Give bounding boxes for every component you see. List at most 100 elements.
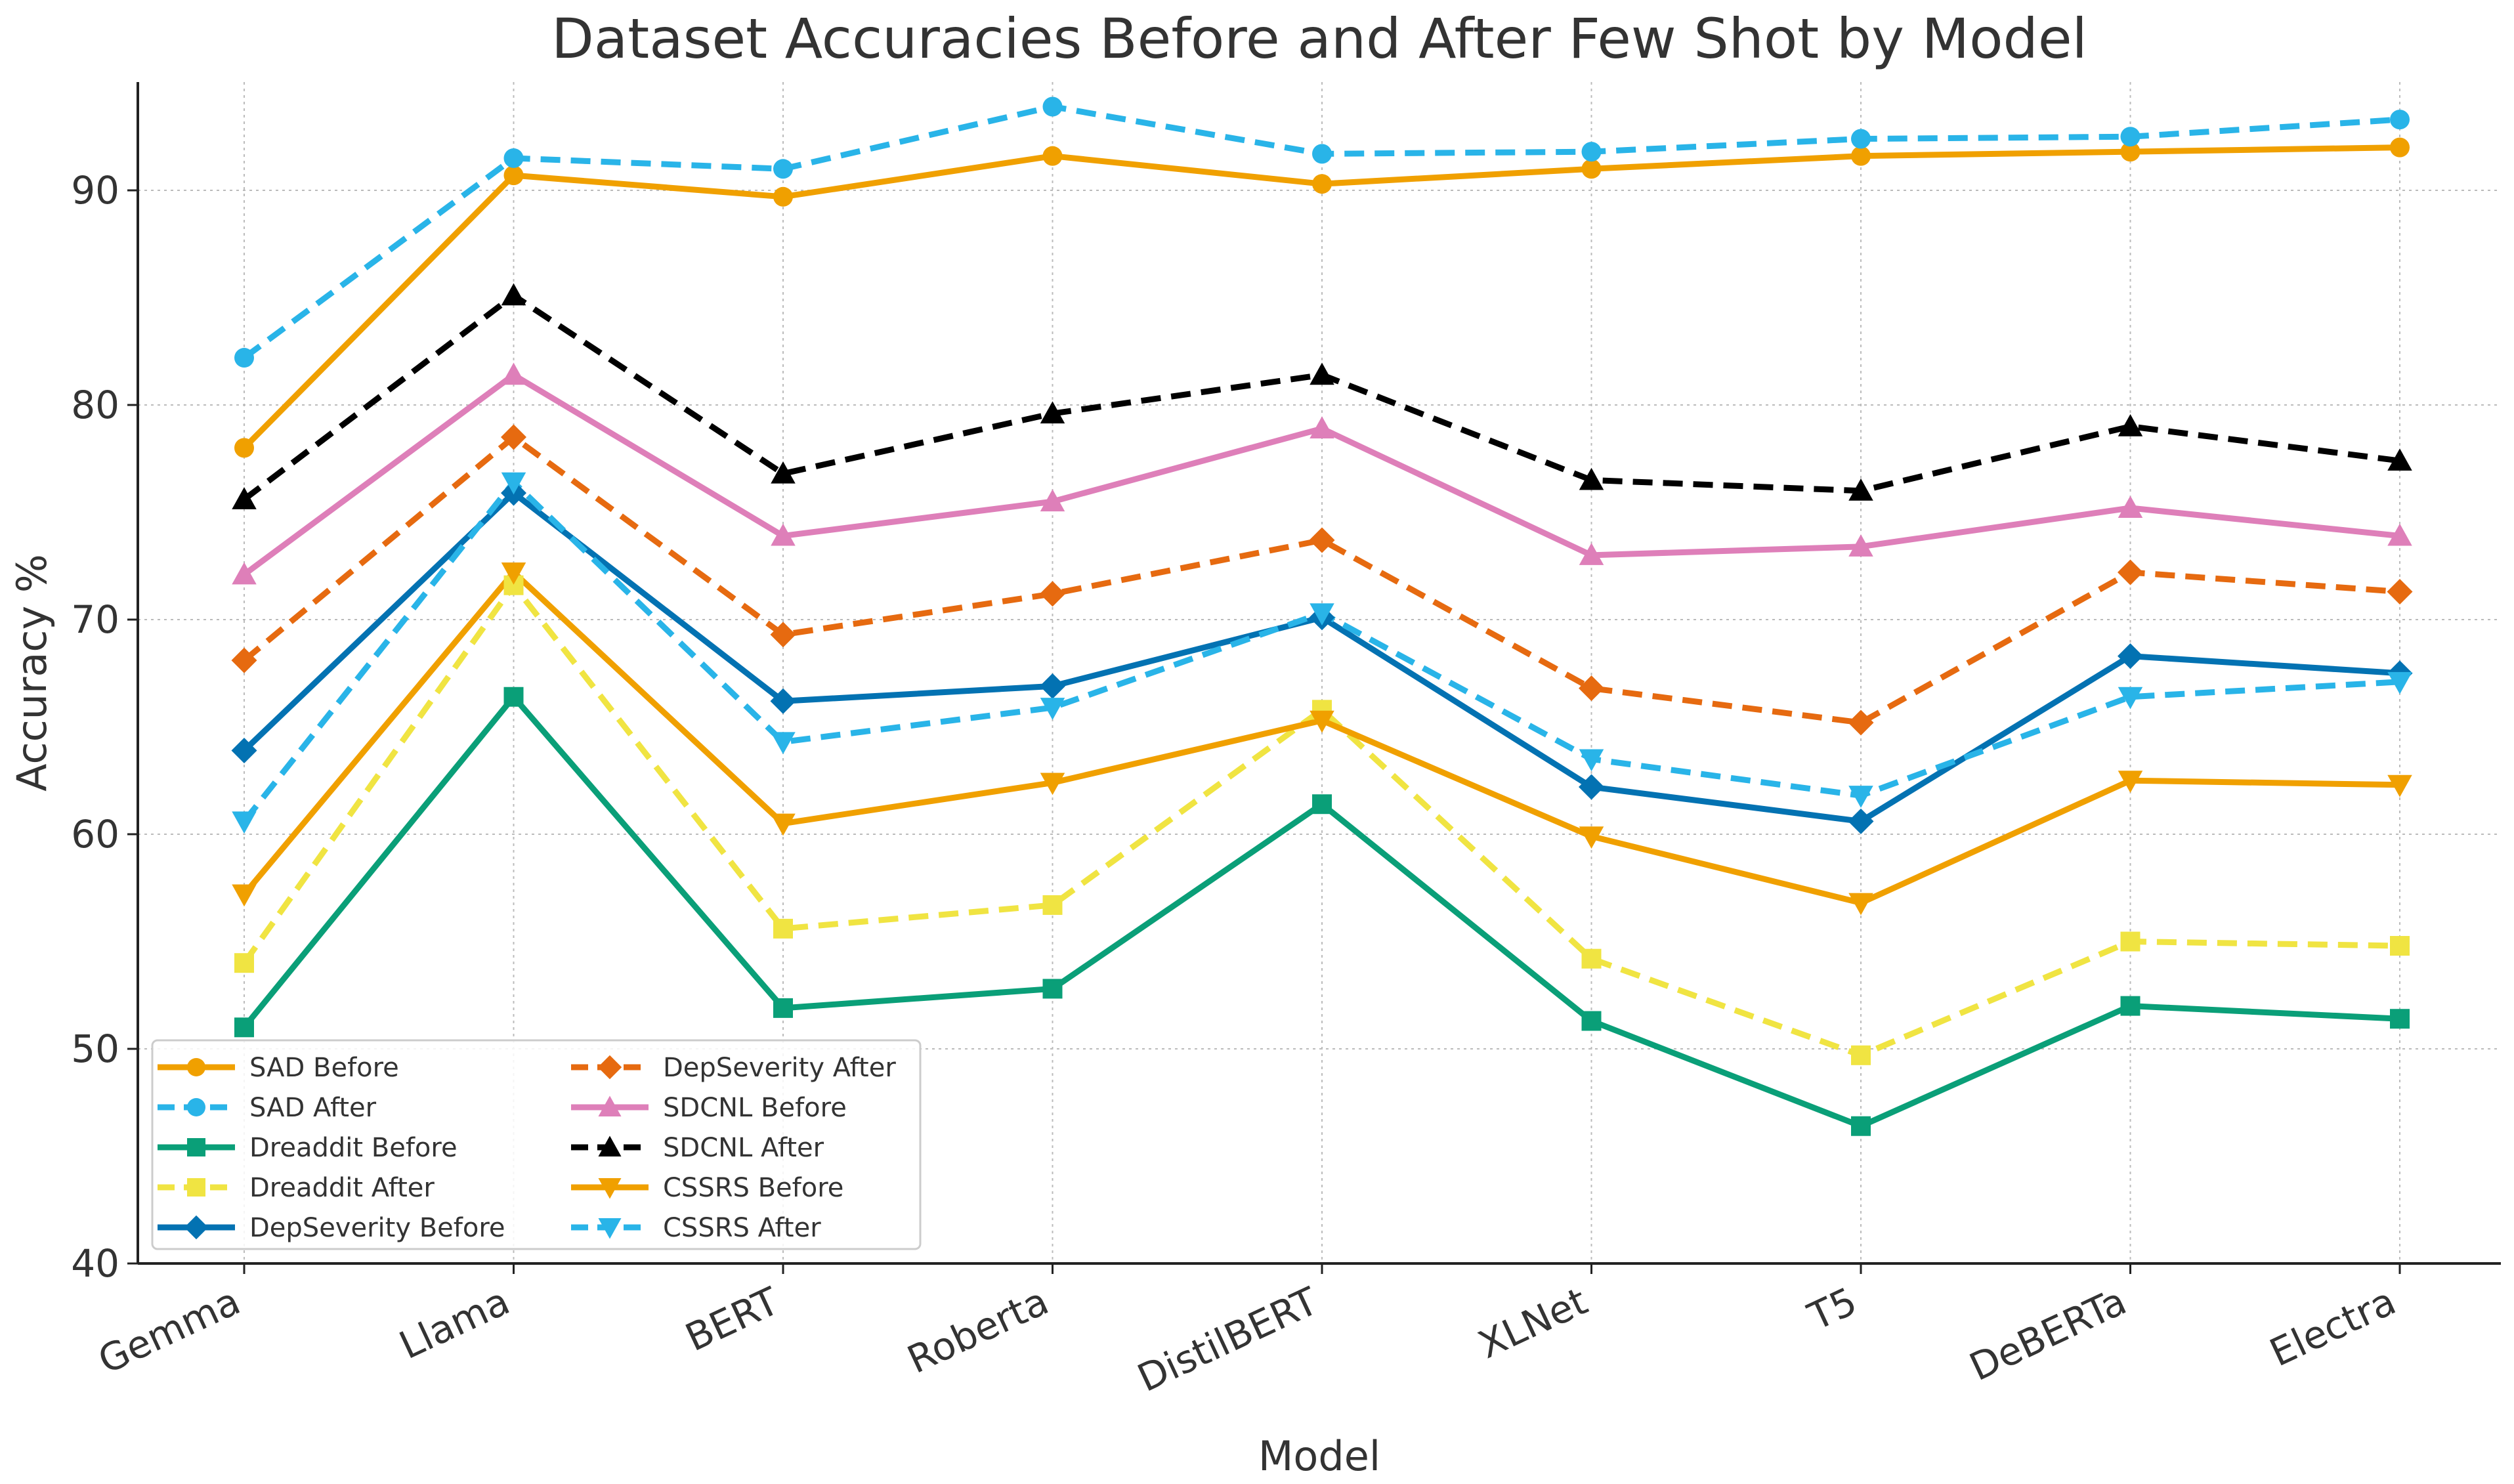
data-point bbox=[2390, 936, 2410, 956]
data-point bbox=[1579, 774, 1604, 800]
data-point bbox=[1040, 673, 1065, 699]
data-point bbox=[501, 562, 526, 585]
legend-item: SDCNL Before bbox=[571, 1093, 847, 1123]
data-point bbox=[2387, 578, 2413, 604]
legend-label: Dreaddit Before bbox=[249, 1133, 458, 1163]
data-point bbox=[773, 186, 793, 207]
data-point bbox=[2118, 687, 2143, 710]
series-line bbox=[242, 434, 2400, 726]
data-point bbox=[2120, 996, 2141, 1016]
data-point bbox=[1848, 808, 1874, 834]
legend-label: SAD After bbox=[249, 1093, 377, 1123]
data-point bbox=[770, 688, 796, 714]
legend-marker bbox=[187, 1058, 205, 1076]
data-point bbox=[1312, 144, 1332, 164]
y-tick-label: 70 bbox=[71, 597, 119, 642]
legend-marker bbox=[187, 1098, 205, 1116]
y-tick-label: 40 bbox=[71, 1241, 119, 1286]
legend-item: DepSeverity After bbox=[571, 1053, 896, 1083]
data-point bbox=[234, 348, 254, 368]
data-point bbox=[234, 438, 254, 458]
data-point bbox=[771, 813, 796, 836]
data-point bbox=[2387, 774, 2412, 797]
data-point bbox=[2118, 559, 2143, 585]
legend-marker bbox=[187, 1138, 205, 1156]
legend-marker bbox=[187, 1178, 205, 1197]
data-point bbox=[1848, 478, 1873, 501]
data-point bbox=[1042, 979, 1063, 999]
legend-label: Dreaddit After bbox=[249, 1173, 435, 1203]
data-point bbox=[503, 165, 524, 186]
data-point bbox=[234, 1017, 254, 1038]
data-point bbox=[1579, 467, 1604, 490]
data-point bbox=[234, 953, 254, 973]
y-axis-label: Accuracy % bbox=[8, 554, 56, 792]
legend-label: CSSRS Before bbox=[663, 1173, 843, 1203]
legend-item: SAD After bbox=[158, 1093, 377, 1123]
legend-item: CSSRS Before bbox=[571, 1173, 843, 1203]
legend-item: CSSRS After bbox=[571, 1213, 821, 1243]
axes bbox=[137, 82, 2501, 1265]
data-point bbox=[2118, 643, 2143, 669]
legend-item: SDCNL After bbox=[571, 1133, 824, 1163]
legend-label: DepSeverity Before bbox=[249, 1213, 505, 1243]
data-point bbox=[2390, 1009, 2410, 1029]
legend: SAD Before SAD After Dreaddit Before Dreadd… bbox=[151, 1039, 922, 1250]
data-point bbox=[232, 487, 257, 509]
data-point bbox=[232, 811, 257, 834]
legend-items: SAD Before SAD After Dreaddit Before Dreadd… bbox=[158, 1053, 896, 1243]
legend-label: SDCNL After bbox=[663, 1133, 824, 1163]
data-point bbox=[1581, 159, 1602, 179]
data-point bbox=[1848, 534, 1873, 557]
data-point bbox=[503, 148, 524, 168]
data-point bbox=[771, 523, 796, 546]
legend-frame bbox=[151, 1039, 922, 1250]
data-point bbox=[773, 998, 793, 1018]
data-point bbox=[2118, 413, 2143, 436]
data-point bbox=[2387, 523, 2412, 546]
legend-marker bbox=[184, 1215, 209, 1240]
data-point bbox=[1042, 895, 1063, 915]
data-point bbox=[1851, 1045, 1871, 1065]
data-point bbox=[1309, 527, 1335, 553]
data-point bbox=[501, 472, 526, 495]
legend-label: CSSRS After bbox=[663, 1213, 821, 1243]
data-point bbox=[1581, 948, 1602, 969]
data-point bbox=[1848, 786, 1873, 808]
legend-item: SAD Before bbox=[158, 1053, 399, 1083]
data-point bbox=[1579, 749, 1604, 772]
y-tick-label: 50 bbox=[71, 1027, 119, 1071]
data-point bbox=[501, 283, 526, 306]
legend-marker bbox=[598, 1095, 622, 1116]
data-point bbox=[1581, 142, 1602, 162]
legend-item: Dreaddit After bbox=[158, 1173, 435, 1203]
data-point bbox=[2120, 142, 2141, 162]
data-point bbox=[771, 461, 796, 484]
y-tick-label: 80 bbox=[71, 383, 119, 427]
data-point bbox=[2120, 127, 2141, 147]
data-point bbox=[1848, 710, 1874, 736]
legend-item: Dreaddit Before bbox=[158, 1133, 458, 1163]
data-point bbox=[1581, 1011, 1602, 1031]
data-point bbox=[1310, 416, 1334, 438]
chart-title: Dataset Accuracies Before and After Few … bbox=[551, 7, 2087, 71]
legend-marker bbox=[598, 1218, 622, 1239]
data-point bbox=[231, 737, 257, 763]
data-point bbox=[2390, 137, 2410, 158]
data-point bbox=[1312, 174, 1332, 194]
data-point bbox=[773, 918, 793, 939]
data-point bbox=[1040, 489, 1065, 512]
data-point bbox=[1579, 675, 1604, 702]
data-point bbox=[232, 884, 257, 907]
data-point bbox=[770, 622, 796, 648]
data-point bbox=[232, 562, 257, 585]
legend-label: SDCNL Before bbox=[663, 1093, 847, 1123]
data-point bbox=[503, 687, 524, 707]
data-point bbox=[1851, 1116, 1871, 1136]
data-point bbox=[1040, 581, 1065, 607]
series-line bbox=[242, 582, 2400, 1059]
data-point bbox=[771, 732, 796, 755]
data-point bbox=[2387, 448, 2412, 471]
data-point bbox=[2390, 110, 2410, 130]
data-point bbox=[773, 159, 793, 179]
